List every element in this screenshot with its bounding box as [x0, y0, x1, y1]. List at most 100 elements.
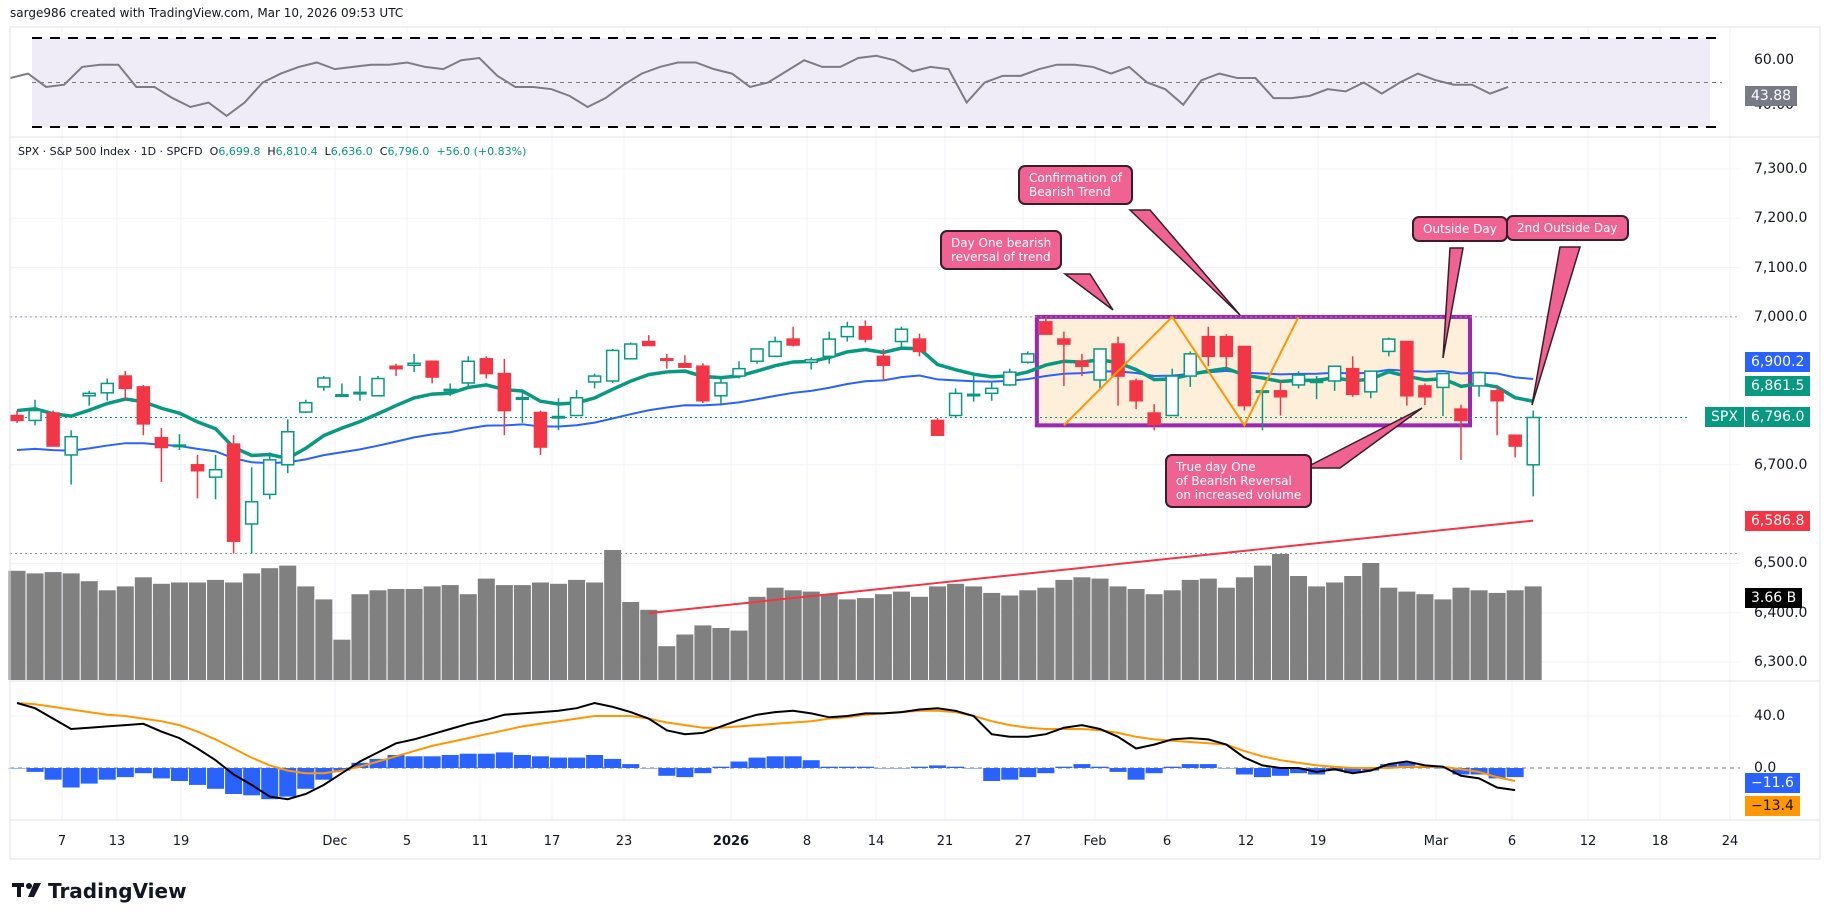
candle-body	[208, 468, 223, 478]
candle	[479, 356, 494, 379]
candle	[876, 348, 891, 381]
price-axis-tick-label: 6,300.0	[1754, 654, 1808, 670]
x-axis-tick-label: 13	[108, 834, 126, 849]
candle	[118, 371, 133, 401]
candle-body	[1364, 370, 1378, 393]
candle-body	[605, 349, 620, 382]
candle	[136, 384, 151, 436]
volume-bar	[225, 582, 243, 680]
candle	[226, 435, 241, 554]
candle	[642, 335, 656, 347]
volume-bar	[152, 583, 170, 680]
candle-body	[840, 326, 855, 338]
volume-bar	[80, 581, 98, 680]
macd-axis-tick-label: 0.0	[1754, 760, 1777, 776]
candle	[858, 320, 873, 343]
high-label: H	[267, 145, 276, 158]
macd-histogram-bar	[189, 768, 206, 785]
sma-long-tag: 6,586.8	[1745, 511, 1811, 531]
volume-bar	[8, 570, 26, 680]
chart-frame	[9, 26, 1821, 860]
volume-bar	[1235, 577, 1253, 680]
pointer-confirmation	[1128, 209, 1241, 316]
candle-body	[786, 338, 800, 346]
tradingview-logo[interactable]: TradingView	[12, 879, 187, 903]
zigzag-line	[1063, 315, 1300, 428]
candle	[244, 467, 259, 554]
candle-body	[1490, 390, 1504, 402]
macd-histogram-bar	[622, 764, 640, 768]
candle	[1057, 331, 1071, 386]
macd-line	[16, 701, 1516, 801]
volume-bar	[1272, 553, 1289, 680]
last-price-tag: 6,796.0	[1745, 407, 1811, 427]
macd-histogram-bar	[1380, 764, 1398, 768]
callout-day-one[interactable]: Day One bearish reversal of trend	[940, 230, 1063, 270]
volume-bar	[134, 577, 152, 680]
volume-bar	[531, 582, 549, 680]
sma-long-line	[648, 519, 1534, 615]
volume-bar	[1217, 587, 1235, 680]
x-axis-tick-label: 23	[615, 834, 633, 849]
volume-bar	[1290, 576, 1308, 680]
candle-body	[353, 391, 367, 395]
candle-body	[966, 393, 981, 397]
candle-body	[317, 377, 331, 388]
candle-body	[569, 397, 584, 417]
low-label: L	[324, 145, 331, 158]
candle-body	[1183, 353, 1197, 377]
change-value: +56.0 (+0.83%)	[436, 145, 527, 158]
candle-body	[10, 414, 24, 422]
macd-histogram-bar	[441, 755, 459, 768]
volume-bar	[315, 599, 333, 680]
symbol-legend: SPX · S&P 500 Index · 1D · SPCFD O6,699.…	[18, 145, 526, 158]
volume-bar	[784, 590, 802, 680]
candle	[1309, 376, 1324, 400]
candle-body	[172, 444, 187, 448]
macd-histogram-bar	[423, 756, 441, 768]
candle	[1165, 368, 1179, 417]
volume-bar	[44, 572, 62, 680]
volume-bar	[441, 585, 459, 680]
macd-histogram-bar	[820, 766, 838, 768]
x-axis-tick-label: 11	[471, 834, 489, 849]
candle	[28, 399, 42, 426]
candle	[1436, 372, 1450, 416]
volume-bar	[1308, 586, 1326, 680]
x-axis-tick-label: 19	[1309, 834, 1327, 849]
callout-confirmation[interactable]: Confirmation of Bearish Trend	[1018, 165, 1134, 205]
rsi-band	[32, 38, 1710, 127]
candle	[1003, 368, 1017, 386]
volume-bar	[586, 582, 604, 680]
candle	[1129, 378, 1143, 410]
candle-body	[1057, 338, 1071, 345]
volume-bar	[802, 591, 820, 680]
candle-body	[190, 464, 205, 472]
macd-histogram-bar	[1506, 768, 1524, 778]
candle-body	[876, 355, 891, 366]
volume-bar	[423, 586, 441, 680]
candle	[1400, 340, 1414, 406]
callout-true-day-one[interactable]: True day One of Bearish Reversal on incr…	[1165, 454, 1313, 508]
callout-second-outside-day[interactable]: 2nd Outside Day	[1506, 215, 1629, 241]
macd-histogram-bar	[495, 752, 513, 768]
macd-histogram-bar	[604, 758, 622, 768]
volume-bar	[1344, 576, 1362, 680]
candle	[1291, 371, 1306, 389]
volume-bar	[748, 596, 766, 680]
candle-body	[1508, 434, 1522, 447]
x-axis-tick-label: 12	[1237, 834, 1255, 849]
histogram-tag: −11.6	[1745, 773, 1800, 793]
macd-histogram-bar	[784, 756, 802, 768]
callout-outside-day[interactable]: Outside Day	[1412, 216, 1508, 242]
macd-histogram-bar	[838, 766, 856, 768]
volume-bar	[477, 578, 495, 680]
candle-body	[948, 392, 963, 417]
volume-bar	[965, 586, 983, 680]
macd-histogram-bar	[658, 768, 676, 776]
macd-histogram-bar	[766, 756, 784, 768]
macd-histogram-bar	[1199, 764, 1217, 768]
macd-histogram-bar	[1488, 768, 1506, 779]
volume-bar	[98, 590, 116, 680]
